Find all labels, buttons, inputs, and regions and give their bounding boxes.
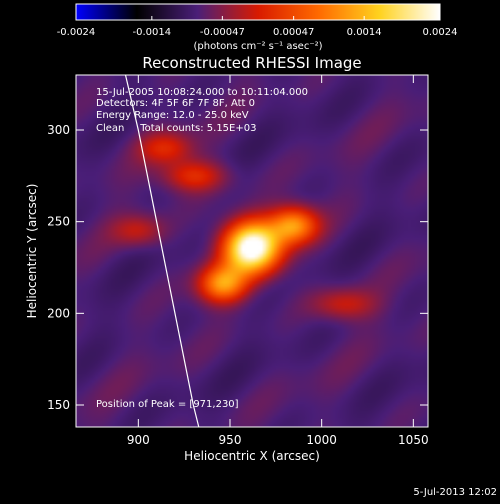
x-tick-label: 900 (127, 433, 150, 447)
x-tick-label: 1000 (306, 433, 337, 447)
axis-ticks: 900 950 1000 1050 150 200 250 300 (47, 75, 429, 447)
chart-title: Reconstructed RHESSI Image (142, 54, 361, 72)
colorbar-tick-label: 0.0024 (423, 27, 458, 38)
y-tick-label: 250 (47, 215, 70, 229)
colorbar-ticks: -0.0024 -0.0014 -0.00047 0.00047 0.0014 0.002… (57, 16, 458, 38)
colorbar (75, 3, 441, 21)
colorbar-tick-label: -0.0014 (133, 27, 172, 38)
colorbar-tick-label: 0.00047 (273, 27, 314, 38)
plot-frame (75, 74, 429, 428)
y-tick-label: 200 (47, 306, 70, 320)
x-tick-label: 950 (219, 433, 242, 447)
solar-limb-curve (124, 75, 200, 427)
colorbar-tick-label: 0.0014 (347, 27, 382, 38)
annotation-time-range: 15-Jul-2005 10:08:24.000 to 10:11:04.000 (96, 87, 308, 98)
annotation-block: 15-Jul-2005 10:08:24.000 to 10:11:04.000… (96, 87, 308, 134)
x-axis-label: Heliocentric X (arcsec) (184, 449, 320, 463)
annotation-clean-counts: Clean Total counts: 5.15E+03 (96, 123, 256, 134)
annotation-detectors: Detectors: 4F 5F 6F 7F 8F, Att 0 (96, 98, 255, 109)
y-tick-label: 300 (47, 123, 70, 137)
colorbar-tick-label: -0.0024 (57, 27, 96, 38)
heatmap-image (76, 75, 428, 427)
x-tick-label: 1050 (398, 433, 429, 447)
peak-position-label: Position of Peak = [971,230] (96, 399, 239, 410)
annotation-energy-range: Energy Range: 12.0 - 25.0 keV (96, 110, 249, 121)
y-axis-label: Heliocentric Y (arcsec) (25, 184, 39, 319)
colorbar-tick-label: -0.00047 (200, 27, 245, 38)
heatmap-area (76, 75, 428, 427)
colorbar-unit-label: (photons cm⁻² s⁻¹ asec⁻²) (193, 41, 322, 52)
y-tick-label: 150 (47, 398, 70, 412)
footer-timestamp: 5-Jul-2013 12:02 (413, 487, 497, 498)
